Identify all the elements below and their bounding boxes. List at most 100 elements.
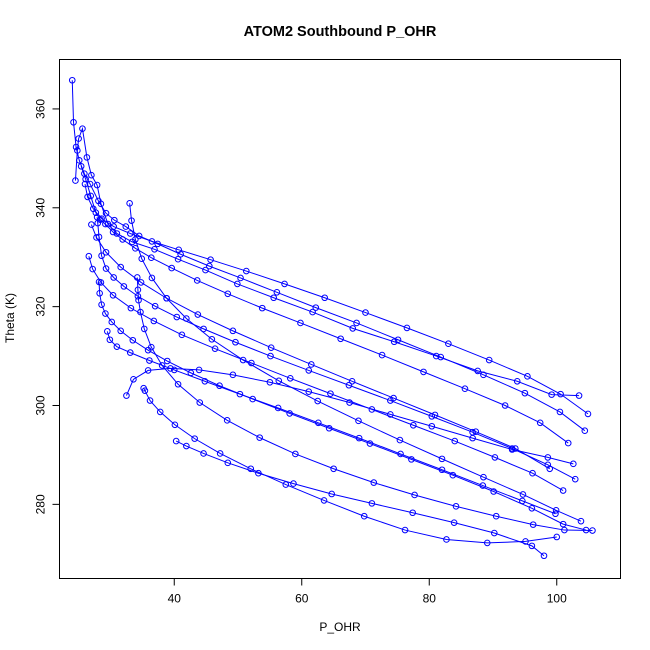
data-point <box>258 304 266 312</box>
data-point <box>126 230 134 237</box>
data-point <box>127 304 135 312</box>
series-7 <box>126 200 585 525</box>
data-point <box>156 408 164 416</box>
data-point <box>330 465 337 473</box>
data-point <box>201 377 209 385</box>
data-point <box>88 171 95 179</box>
data-point <box>431 411 439 419</box>
data-point <box>130 376 137 383</box>
data-point <box>491 454 499 461</box>
data-point <box>183 315 190 322</box>
data-point <box>584 410 592 418</box>
data-point <box>104 328 111 335</box>
data-point <box>501 402 509 409</box>
series-line <box>125 367 574 465</box>
series-11 <box>85 252 567 494</box>
data-point <box>529 521 537 528</box>
data-point <box>148 238 156 245</box>
data-point <box>548 391 555 398</box>
data-point <box>266 378 274 386</box>
series-12 <box>81 180 592 418</box>
data-point <box>170 366 178 374</box>
data-point <box>564 439 572 447</box>
data-point <box>581 427 589 435</box>
data-point <box>196 399 204 406</box>
data-point <box>248 359 255 367</box>
data-point <box>286 375 294 382</box>
series-10 <box>123 365 577 468</box>
data-point <box>113 343 121 350</box>
data-point <box>195 366 203 374</box>
x-tick-label: 60 <box>295 592 309 606</box>
data-point <box>234 280 241 288</box>
data-point <box>141 387 149 394</box>
data-point <box>270 294 278 302</box>
data-point <box>438 455 446 463</box>
data-point <box>513 377 521 385</box>
y-tick-label: 340 <box>34 197 48 217</box>
data-point <box>255 469 262 477</box>
data-point <box>378 351 386 359</box>
data-point <box>102 265 110 272</box>
data-point <box>327 390 334 397</box>
data-point <box>360 512 368 520</box>
data-point <box>428 422 436 430</box>
data-point <box>208 335 216 343</box>
data-point <box>309 308 316 316</box>
data-point <box>320 497 328 504</box>
data-point <box>72 177 79 184</box>
y-tick-label: 360 <box>34 99 48 119</box>
data-point <box>490 529 498 537</box>
data-point <box>472 428 480 436</box>
data-point <box>273 289 281 296</box>
data-point <box>126 200 133 207</box>
data-point <box>420 368 427 376</box>
series-line <box>98 281 587 531</box>
data-point <box>370 479 378 486</box>
data-point <box>93 181 101 189</box>
series-9 <box>172 437 548 560</box>
data-point <box>519 497 526 505</box>
series-line <box>129 203 582 522</box>
series-13 <box>88 221 554 473</box>
data-point <box>163 294 170 302</box>
data-point <box>75 157 83 164</box>
data-point <box>88 221 95 228</box>
data-point <box>110 223 117 230</box>
data-point <box>349 325 357 332</box>
data-point <box>275 377 283 385</box>
data-point <box>68 76 76 84</box>
data-point <box>337 335 344 343</box>
data-point <box>522 538 529 545</box>
series-line <box>74 126 580 397</box>
data-point <box>461 385 469 392</box>
data-point <box>492 512 500 520</box>
data-point <box>200 325 207 333</box>
data-point <box>348 377 356 385</box>
x-tick-label: 80 <box>423 592 437 606</box>
data-point <box>102 248 110 256</box>
data-point <box>437 353 445 361</box>
data-point <box>345 381 353 389</box>
data-point <box>140 325 148 333</box>
series-line <box>143 387 557 544</box>
data-point <box>387 411 394 418</box>
data-point <box>452 503 460 510</box>
data-point <box>120 283 128 290</box>
data-point <box>96 290 103 297</box>
data-point <box>305 388 313 395</box>
data-point <box>113 230 121 237</box>
data-point <box>108 318 116 326</box>
data-point <box>93 234 100 241</box>
data-point <box>229 371 237 379</box>
data-point <box>546 465 554 473</box>
data-point <box>490 488 497 495</box>
data-point <box>557 390 564 398</box>
data-point <box>512 445 519 452</box>
data-point <box>151 246 158 253</box>
data-point <box>353 319 360 327</box>
data-point <box>146 357 153 364</box>
data-point <box>89 205 97 213</box>
data-point <box>167 365 174 372</box>
